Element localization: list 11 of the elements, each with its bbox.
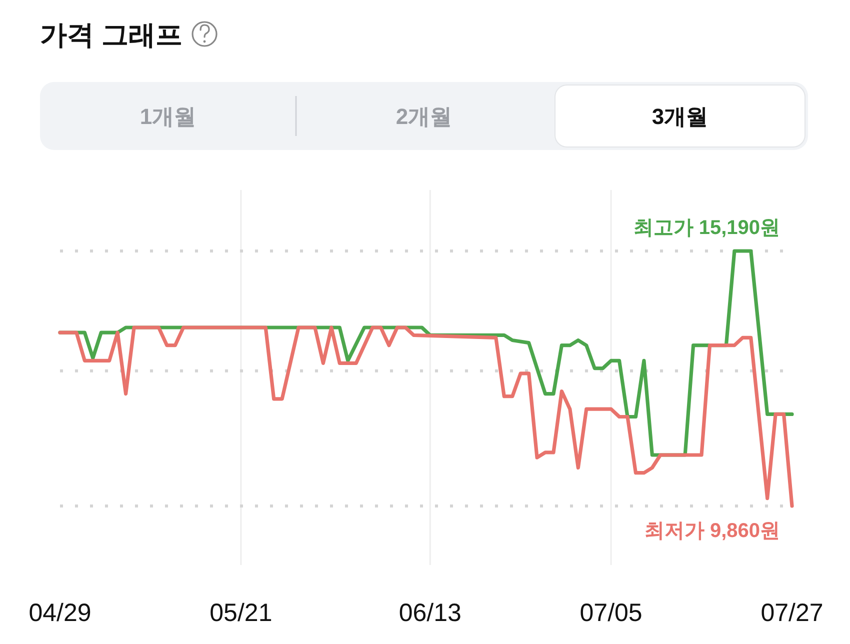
chart-title: 가격 그래프 — [40, 20, 183, 50]
text: 최고가 15,190원 — [633, 217, 780, 239]
x-tick-label: 06/13 — [398, 599, 462, 627]
x-tick-label: 05/21 — [210, 599, 272, 627]
text: 2개월 — [396, 104, 452, 129]
text: 3개월 — [652, 104, 708, 129]
x-tick-label: 07/05 — [580, 599, 642, 627]
x-tick-label: 07/27 — [760, 599, 824, 627]
x-tick-label: 04/29 — [28, 599, 92, 627]
text: 1개월 — [140, 104, 196, 129]
text: 최저가 9,860원 — [644, 520, 780, 542]
